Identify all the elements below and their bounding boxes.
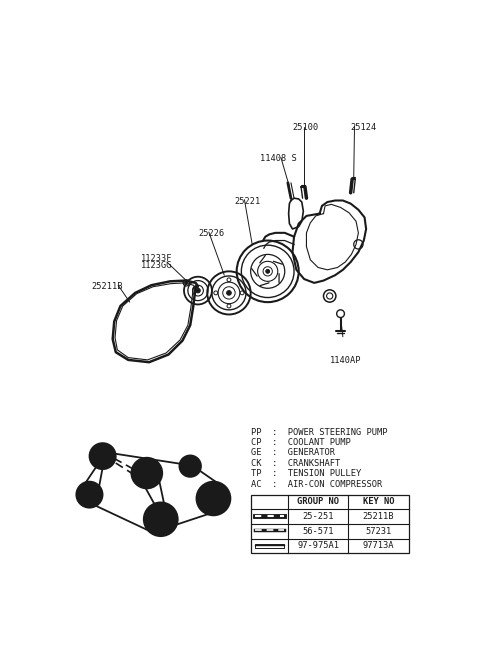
Text: 25211B: 25211B — [91, 282, 122, 291]
Circle shape — [227, 290, 231, 295]
Text: 97-975A1: 97-975A1 — [297, 541, 339, 551]
Text: TP  :  TENSION PULLEY: TP : TENSION PULLEY — [251, 469, 361, 478]
Bar — [254, 543, 284, 548]
Text: AC: AC — [208, 494, 219, 503]
Circle shape — [180, 455, 201, 477]
Text: CP  :  COOLANT PUMP: CP : COOLANT PUMP — [251, 438, 350, 447]
Text: CK  :  CRANKSHAFT: CK : CRANKSHAFT — [251, 459, 340, 468]
Circle shape — [196, 288, 200, 293]
Text: 11233F: 11233F — [142, 254, 173, 263]
Text: PP: PP — [97, 451, 108, 461]
Circle shape — [76, 482, 103, 508]
Text: 25-251: 25-251 — [302, 512, 334, 521]
Text: PP  :  POWER STEERING PUMP: PP : POWER STEERING PUMP — [251, 428, 387, 437]
Text: AC  :  AIR-CON COMPRESSOR: AC : AIR-CON COMPRESSOR — [251, 480, 382, 489]
Text: KEY NO: KEY NO — [363, 497, 394, 507]
Text: 11408 S: 11408 S — [260, 154, 297, 164]
Text: 25124: 25124 — [350, 124, 377, 133]
Circle shape — [132, 458, 162, 489]
Circle shape — [144, 503, 178, 536]
Text: 56-571: 56-571 — [302, 527, 334, 535]
Text: 25221: 25221 — [234, 196, 261, 206]
Circle shape — [196, 482, 230, 516]
Circle shape — [266, 269, 270, 273]
Text: GE: GE — [84, 490, 95, 499]
Text: 25226: 25226 — [198, 229, 224, 238]
Text: 1123GG: 1123GG — [142, 261, 173, 270]
Text: CK: CK — [156, 515, 166, 524]
Circle shape — [185, 281, 188, 284]
Text: GROUP NO: GROUP NO — [297, 497, 339, 507]
Text: GE  :  GENERATOR: GE : GENERATOR — [251, 449, 335, 457]
Text: CP: CP — [142, 468, 152, 478]
Text: TP: TP — [185, 462, 195, 470]
Text: 25211B: 25211B — [363, 512, 394, 521]
Text: 1140AP: 1140AP — [330, 356, 361, 365]
Text: 97713A: 97713A — [363, 541, 394, 551]
Text: 57231: 57231 — [365, 527, 392, 535]
Text: 25100: 25100 — [292, 124, 319, 133]
Circle shape — [89, 443, 116, 469]
Bar — [251, 495, 409, 553]
